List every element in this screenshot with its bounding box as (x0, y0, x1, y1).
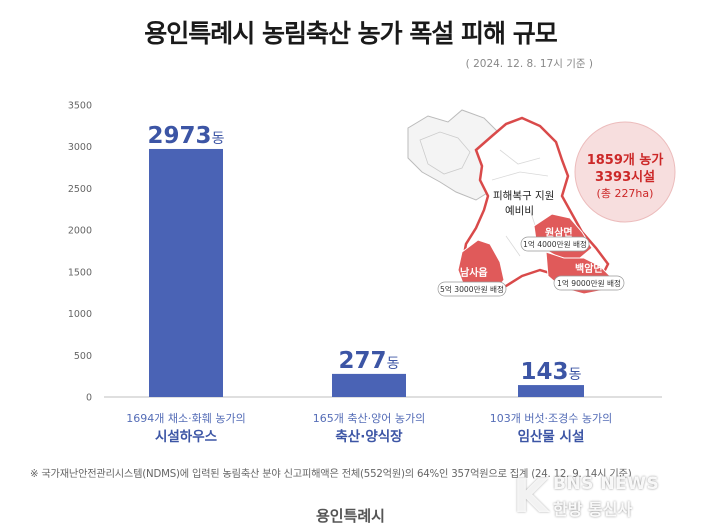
y-tick-label: 1000 (68, 309, 92, 320)
map-badge-namsa: 5억 3000만원 배정 (440, 284, 504, 294)
map-region-label-namsa: 남사읍 (460, 266, 488, 279)
subtitle: ( 2024. 12. 8. 17시 기준 ) (465, 58, 593, 70)
category-sublabel: 103개 버섯·조경수 농가의 (490, 412, 613, 425)
page-title: 용인특례시 농림축산 농가 폭설 피해 규모 (144, 19, 558, 48)
category-sublabel: 1694개 채소·화훼 농가의 (126, 412, 245, 425)
news-watermark: K BNS NEWS 한방 통신사 (513, 472, 683, 520)
bar (149, 148, 223, 397)
y-tick-label: 500 (74, 351, 92, 362)
bar (332, 373, 406, 397)
watermark-line-1: BNS NEWS (553, 474, 660, 494)
y-tick-label: 2000 (68, 226, 92, 237)
map-badge-namsa-box (437, 281, 507, 297)
map-inner-lines (491, 149, 549, 257)
map-badge-wonsam: 1억 4000만원 배정 (523, 239, 587, 249)
map-badge-baegam-box (553, 275, 625, 291)
category-label: 임산물 시설 (518, 428, 585, 445)
map-region-label-wonsam: 원삼면 (545, 226, 573, 239)
map-region-label-baegam: 백암면 (575, 262, 603, 275)
map-badge-wonsam-box (520, 236, 590, 252)
watermark-k-mark: K (513, 469, 549, 523)
category-label: 축산·양식장 (335, 428, 403, 445)
map-badge-baegam: 1억 9000만원 배정 (557, 278, 621, 288)
y-tick-label: 1500 (68, 267, 92, 278)
y-tick-label: 2500 (68, 184, 92, 195)
map-north-inner (419, 131, 471, 175)
y-tick-label: 3500 (68, 101, 92, 112)
bar (518, 385, 584, 397)
summary-area: (총 227ha) (597, 187, 654, 200)
y-tick-label: 0 (86, 393, 92, 404)
bar-labels: 2973동 277동 143동 (148, 123, 582, 385)
summary-circle-bg (574, 121, 676, 223)
bars (149, 148, 584, 397)
summary-circle: 1859개 농가 3393시설 (총 227ha) (574, 121, 676, 223)
summary-farms: 1859개 농가 (587, 153, 664, 168)
yongin-map: 피해복구 지원 예비비 원삼면 백암면 남사읍 1억 4000만원 배정 1억 … (407, 109, 625, 297)
category-sublabel: 165개 축산·양어 농가의 (313, 412, 425, 425)
category-label: 시설하우스 (155, 428, 218, 445)
watermark-line-2: 한방 통신사 (553, 500, 633, 519)
map-reserve-label-2: 예비비 (505, 204, 534, 217)
bar-value-label: 277동 (339, 348, 400, 374)
footnote: ※ 국가재난안전관리시스템(NDMS)에 입력된 농림축산 분야 신고피해액은 … (30, 469, 632, 480)
map-reserve-label-1: 피해복구 지원 (493, 189, 554, 202)
bar-value-label: 143동 (521, 359, 582, 385)
summary-facilities: 3393시설 (595, 170, 655, 185)
bar-value-label: 2973동 (148, 123, 225, 149)
y-tick-label: 3000 (68, 142, 92, 153)
city-logo: 용인특례시 (315, 507, 385, 525)
